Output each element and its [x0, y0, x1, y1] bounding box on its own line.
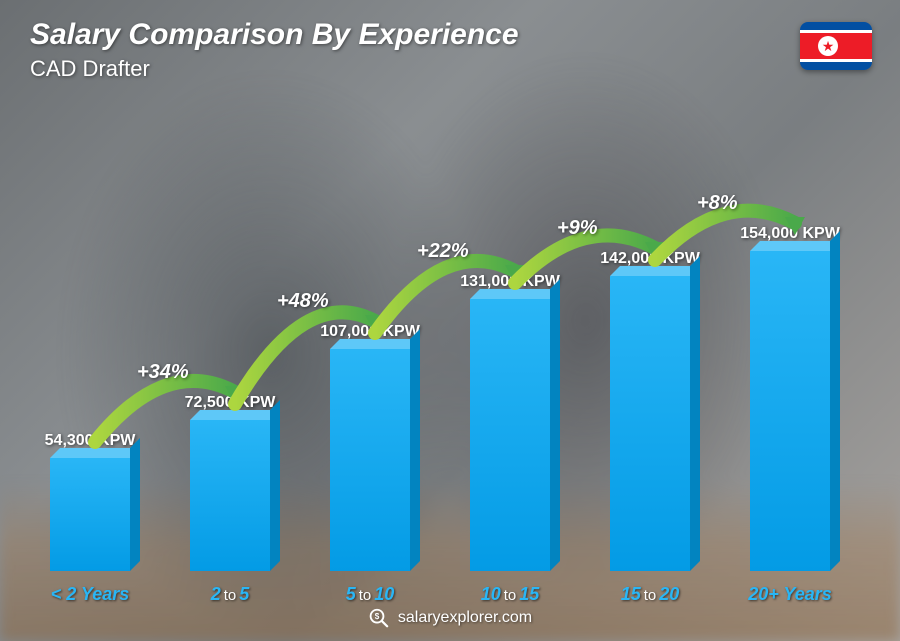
star-icon: ★ [822, 39, 835, 53]
x-axis-label: 2to5 [211, 584, 250, 605]
increase-arrow-icon [30, 120, 850, 571]
footer: $ salaryexplorer.com [368, 607, 532, 629]
x-axis-label: 20+ Years [748, 584, 832, 605]
x-axis-label: 15to20 [621, 584, 680, 605]
bar-chart: 54,300 KPW< 2 Years72,500 KPW2to5107,000… [30, 120, 850, 571]
x-axis-label: 5to10 [346, 584, 395, 605]
header: Salary Comparison By Experience CAD Draf… [30, 18, 519, 82]
flag-north-korea: ★ [800, 22, 872, 70]
title-main: Salary Comparison By Experience [30, 18, 519, 52]
footer-text: salaryexplorer.com [398, 609, 532, 627]
title-subtitle: CAD Drafter [30, 56, 519, 82]
magnifier-dollar-icon: $ [368, 607, 390, 629]
x-axis-label: < 2 Years [51, 584, 130, 605]
x-axis-label: 10to15 [481, 584, 540, 605]
percent-increase-label: +8% [697, 192, 738, 215]
svg-text:$: $ [375, 612, 380, 621]
